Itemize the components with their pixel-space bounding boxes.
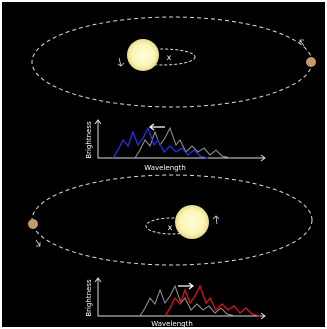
y-axis-label: Brightness bbox=[85, 279, 93, 317]
star bbox=[127, 39, 159, 71]
barycenter-label: x bbox=[167, 53, 172, 62]
star bbox=[175, 205, 209, 239]
barycenter-label: x bbox=[168, 223, 173, 232]
y-axis-label: Brightness bbox=[85, 121, 93, 159]
x-axis-label: Wavelength bbox=[144, 164, 186, 172]
planet bbox=[306, 57, 316, 67]
x-axis-label: Wavelength bbox=[151, 320, 193, 328]
diagram: x Brightness Wavelength x Brightness Wav… bbox=[0, 0, 327, 329]
planet bbox=[28, 219, 38, 229]
